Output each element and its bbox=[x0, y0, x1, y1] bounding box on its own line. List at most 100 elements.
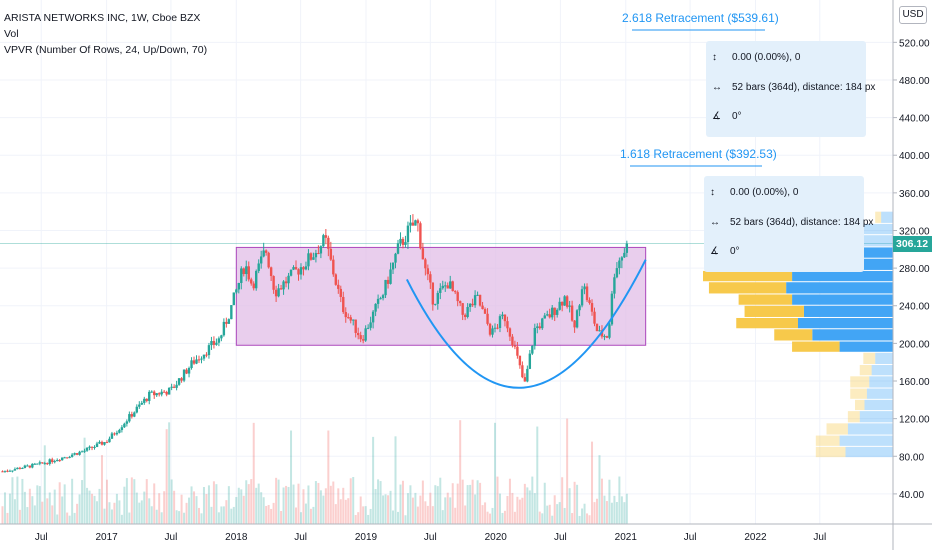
volume-bar bbox=[494, 422, 497, 524]
volume-bar bbox=[489, 513, 492, 524]
candle-body bbox=[389, 269, 392, 284]
candle-body bbox=[3, 470, 7, 472]
volume-bar bbox=[625, 493, 628, 524]
candle-body bbox=[245, 266, 248, 275]
volume-bar bbox=[620, 496, 623, 524]
candle-body bbox=[356, 332, 360, 336]
volume-bar bbox=[193, 491, 196, 524]
candle-body bbox=[508, 328, 512, 337]
volume-bar bbox=[406, 493, 409, 524]
candle-body bbox=[366, 327, 370, 329]
volume-bar bbox=[78, 494, 81, 524]
volume-bar bbox=[603, 495, 606, 524]
candle-body bbox=[172, 386, 176, 388]
candle-body bbox=[623, 252, 626, 258]
y-tick-label: 400.00 bbox=[899, 151, 930, 162]
currency-button[interactable]: USD bbox=[899, 6, 927, 24]
candle-body bbox=[297, 269, 300, 275]
candle-body bbox=[167, 387, 171, 395]
volume-bar bbox=[441, 510, 444, 524]
volume-bar bbox=[556, 504, 559, 524]
volume-bar bbox=[168, 422, 171, 524]
fib-label-2618[interactable]: 2.618 Retracement ($539.61) bbox=[622, 11, 779, 25]
candle-body bbox=[327, 237, 330, 249]
candle-body bbox=[444, 285, 447, 287]
vpvr-up-bar bbox=[864, 399, 893, 411]
candle-body bbox=[421, 248, 425, 260]
volume-bar bbox=[285, 485, 288, 524]
x-tick-label: Jul bbox=[684, 532, 697, 543]
volume-bar bbox=[369, 508, 372, 524]
vpvr-up-bar bbox=[881, 211, 893, 223]
volume-bar bbox=[314, 481, 317, 524]
candle-body bbox=[546, 314, 549, 316]
volume-bar bbox=[414, 492, 417, 524]
volume-bar bbox=[158, 493, 161, 524]
candle-body bbox=[60, 457, 64, 461]
candle-body bbox=[578, 305, 581, 311]
price-range-icon: ↕ bbox=[712, 52, 717, 63]
candlesticks bbox=[1, 214, 629, 473]
candle-body bbox=[488, 323, 492, 335]
candle-body bbox=[98, 441, 101, 444]
volume-bar bbox=[464, 505, 467, 524]
volume-bar bbox=[93, 495, 96, 524]
volume-bar bbox=[576, 484, 579, 524]
candle-body bbox=[237, 282, 240, 290]
price-change-text: 0.00 (0.00%), 0 bbox=[730, 187, 799, 198]
candle-body bbox=[38, 462, 41, 464]
volume-bar bbox=[364, 506, 367, 524]
volume-bar bbox=[232, 506, 235, 524]
volume-bar bbox=[165, 429, 168, 524]
volume-bar bbox=[302, 489, 305, 524]
y-tick-label: 520.00 bbox=[899, 38, 930, 49]
cup-arc[interactable] bbox=[405, 259, 647, 389]
y-tick-label: 200.00 bbox=[899, 339, 930, 350]
volume-bar bbox=[220, 506, 223, 524]
candle-body bbox=[41, 462, 44, 464]
volume-indicator-label[interactable]: Vol bbox=[4, 28, 19, 40]
volume-bar bbox=[304, 503, 307, 524]
candle-body bbox=[312, 257, 315, 260]
volume-bar bbox=[354, 515, 357, 524]
fib-label-1618[interactable]: 1.618 Retracement ($392.53) bbox=[620, 147, 777, 161]
candle-body bbox=[496, 327, 499, 329]
candle-body bbox=[590, 303, 594, 312]
candle-body bbox=[573, 320, 576, 328]
candle-body bbox=[63, 457, 66, 459]
vpvr-indicator-label[interactable]: VPVR (Number Of Rows, 24, Up/Down, 70) bbox=[4, 44, 208, 56]
angle-text: 0° bbox=[732, 111, 742, 122]
volume-bar bbox=[38, 486, 41, 524]
vpvr-down-bar bbox=[859, 365, 872, 376]
candle-body bbox=[449, 281, 452, 289]
candle-body bbox=[536, 326, 539, 328]
volume-bar bbox=[578, 515, 581, 524]
volume-bar bbox=[160, 512, 163, 524]
vpvr-down-bar bbox=[850, 376, 870, 388]
candle-body bbox=[349, 317, 352, 321]
volume-bar bbox=[459, 420, 462, 524]
symbol-title[interactable]: ARISTA NETWORKS INC, 1W, Cboe BZX bbox=[4, 12, 201, 24]
candle-body bbox=[292, 267, 295, 270]
volume-bar bbox=[451, 483, 454, 524]
candle-body bbox=[197, 359, 201, 361]
volume-bar bbox=[3, 492, 6, 524]
candle-body bbox=[11, 470, 14, 472]
volume-bar bbox=[290, 430, 293, 524]
candle-body bbox=[332, 259, 335, 275]
volume-bar bbox=[521, 497, 524, 524]
fib-lines bbox=[630, 29, 765, 167]
volume-bar bbox=[347, 498, 350, 524]
candle-body bbox=[78, 451, 81, 455]
volume-bar bbox=[466, 485, 469, 524]
volume-bar bbox=[222, 506, 225, 524]
vpvr-down-bar bbox=[744, 305, 804, 317]
volume-bar bbox=[506, 496, 509, 524]
candle-body bbox=[143, 398, 146, 403]
candle-body bbox=[192, 360, 196, 364]
consolidation-rectangle[interactable] bbox=[235, 246, 647, 346]
candle-body bbox=[625, 243, 629, 253]
candle-body bbox=[436, 292, 439, 304]
candle-body bbox=[498, 316, 502, 328]
